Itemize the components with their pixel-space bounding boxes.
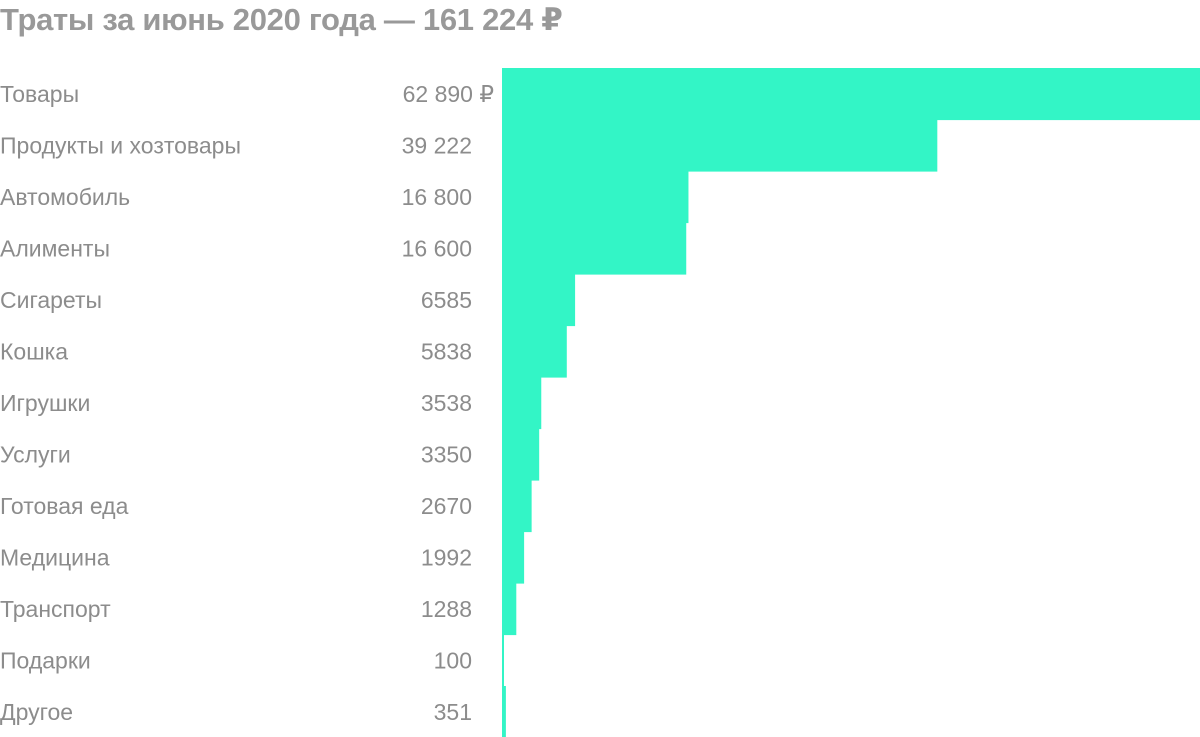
value-label: 16 600 xyxy=(402,235,472,261)
value-label: 100 xyxy=(434,647,472,673)
bar xyxy=(502,325,567,378)
category-label: Медицина xyxy=(0,544,110,570)
value-label: 5838 xyxy=(421,338,472,364)
value-label: 1288 xyxy=(421,596,472,622)
bar xyxy=(502,531,525,584)
bar xyxy=(502,686,506,737)
labels-group: Товары 62 890 ₽ Продукты и хозтовары 39 222… xyxy=(0,81,494,725)
category-label: Алименты xyxy=(0,235,110,261)
bar xyxy=(502,119,938,172)
value-label: 16 800 xyxy=(402,184,472,210)
bar xyxy=(502,428,540,481)
category-label: Транспорт xyxy=(0,596,111,622)
value-label: 6585 xyxy=(421,287,472,313)
category-label: Продукты и хозтовары xyxy=(0,132,241,158)
value-label: 2670 xyxy=(421,493,472,519)
bar xyxy=(502,480,532,533)
bar xyxy=(502,68,1200,121)
category-label: Другое xyxy=(0,699,73,725)
category-label: Кошка xyxy=(0,338,68,364)
value-label: 39 222 xyxy=(402,132,472,158)
category-label: Услуги xyxy=(0,441,71,467)
bar xyxy=(502,222,687,275)
category-label: Автомобиль xyxy=(0,184,130,210)
bar xyxy=(502,583,517,636)
bar xyxy=(502,377,542,430)
category-label: Игрушки xyxy=(0,390,90,416)
category-label: Готовая еда xyxy=(0,493,129,519)
category-label: Сигареты xyxy=(0,287,102,313)
bar xyxy=(502,634,504,687)
value-label: 1992 xyxy=(421,544,472,570)
value-label: 351 xyxy=(434,699,472,725)
value-label: 62 890 ₽ xyxy=(403,81,494,107)
bar xyxy=(502,274,576,327)
category-label: Подарки xyxy=(0,647,91,673)
value-label: 3350 xyxy=(421,441,472,467)
chart-title: Траты за июнь 2020 года — 161 224 ₽ xyxy=(0,2,563,37)
bar xyxy=(502,171,689,224)
bars-group xyxy=(502,68,1200,737)
value-label: 3538 xyxy=(421,390,472,416)
category-label: Товары xyxy=(0,81,79,107)
